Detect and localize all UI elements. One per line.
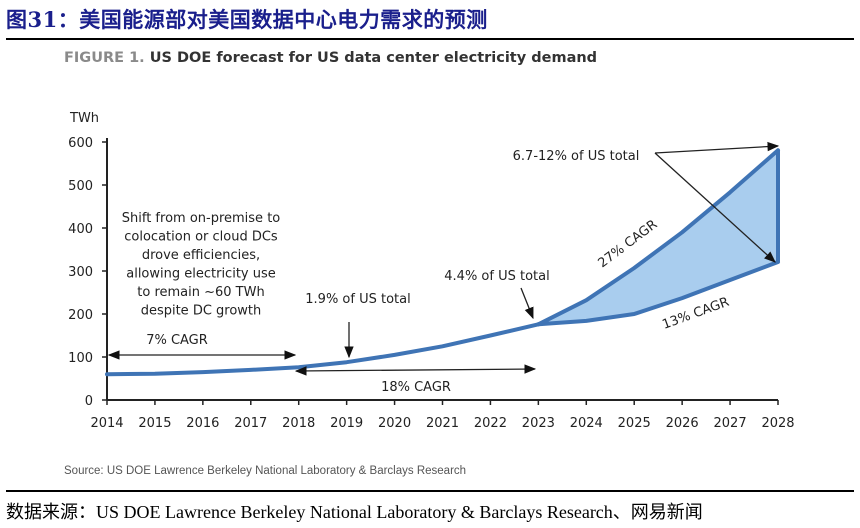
x-tick-label: 2023	[522, 416, 555, 431]
figure-caption: US DOE forecast for US data center elect…	[144, 50, 598, 66]
cagr18-arrow	[294, 364, 537, 376]
cagr7-label: 7% CAGR	[146, 333, 208, 348]
x-tick-label: 2018	[282, 416, 315, 431]
y-tick-label: 200	[68, 308, 93, 323]
pct67-lower-arrow	[654, 152, 776, 263]
pct44-label: 4.4% of US total	[444, 269, 549, 284]
shift-annotation-line: allowing electricity use	[126, 267, 276, 282]
x-tick-label: 2014	[90, 416, 123, 431]
x-tick-label: 2020	[378, 416, 411, 431]
series-line-2	[536, 260, 780, 327]
x-tick-label: 2027	[714, 416, 747, 431]
series-line-1	[536, 148, 780, 327]
page-title: 图31：美国能源部对美国数据中心电力需求的预测	[6, 7, 488, 32]
data-source: 数据来源：US DOE Lawrence Berkeley National L…	[6, 502, 703, 522]
shift-annotation-line: colocation or cloud DCs	[124, 230, 278, 245]
x-tick-label: 2021	[426, 416, 459, 431]
figure-label: FIGURE 1.	[64, 50, 145, 66]
pct67-label: 6.7-12% of US total	[513, 149, 640, 164]
x-tick-label: 2028	[761, 416, 794, 431]
shift-annotation-line: Shift from on-premise to	[122, 211, 281, 226]
x-tick-label: 2016	[186, 416, 219, 431]
shift-annotation-line: despite DC growth	[141, 304, 262, 319]
y-tick-label: 600	[68, 136, 93, 151]
footer-divider	[6, 490, 854, 492]
title-divider	[6, 38, 854, 40]
x-tick-label: 2019	[330, 416, 363, 431]
figure-source: Source: US DOE Lawrence Berkeley Nationa…	[64, 465, 467, 477]
x-tick-label: 2017	[234, 416, 267, 431]
cagr18-label: 18% CAGR	[381, 380, 451, 395]
forecast-band	[538, 150, 778, 325]
pct67-upper-arrow	[654, 141, 780, 154]
y-tick-label: 100	[68, 351, 93, 366]
chart: 0 100 200 300 400 500 600 TWh 2014 2015 2016 2017 20…	[68, 111, 794, 431]
x-tick-label: 2024	[570, 416, 603, 431]
x-tick-label: 2015	[138, 416, 171, 431]
pct44-arrow	[520, 287, 534, 320]
y-tick-label: 400	[68, 222, 93, 237]
shift-annotation-line: drove efficiencies,	[142, 248, 260, 263]
y-tick-label: 0	[85, 394, 93, 409]
y-tick-label: 500	[68, 179, 93, 194]
x-tick-label: 2022	[474, 416, 507, 431]
x-tick-label: 2026	[666, 416, 699, 431]
x-tick-label: 2025	[618, 416, 651, 431]
figure-title: FIGURE 1. US DOE forecast for US data ce…	[64, 50, 597, 66]
y-tick-label: 300	[68, 265, 93, 280]
shift-annotation-line: to remain ~60 TWh	[137, 285, 264, 300]
series-line-0	[105, 322, 541, 377]
pct19-label: 1.9% of US total	[305, 292, 410, 307]
y-axis-label: TWh	[69, 111, 99, 126]
